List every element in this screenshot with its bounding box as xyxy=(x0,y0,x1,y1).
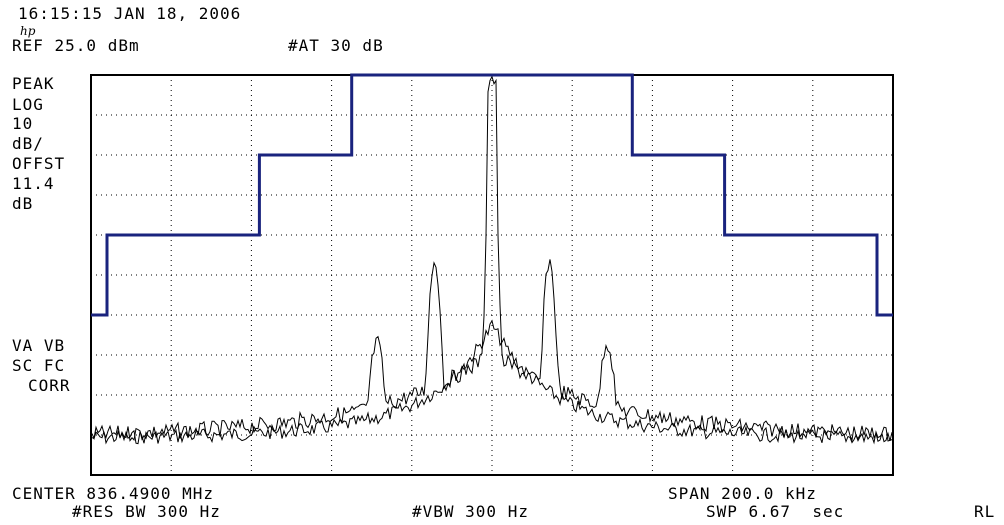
average-trace xyxy=(91,319,893,445)
va-vb-label: VA VB xyxy=(12,336,66,355)
vbw: #VBW 300 Hz xyxy=(412,502,529,521)
ref-level: REF 25.0 dBm xyxy=(12,36,140,55)
offset-value: 11.4 xyxy=(12,174,55,193)
scale-unit: dB/ xyxy=(12,134,44,153)
res-bw: #RES BW 300 Hz xyxy=(72,502,221,521)
scale-value: 10 xyxy=(12,114,34,133)
spectral-mask-line xyxy=(91,73,893,317)
sc-fc-label: SC FC xyxy=(12,356,66,375)
graticule-grid xyxy=(91,75,893,475)
rl-indicator: RL xyxy=(974,502,996,521)
hp-logo: hp xyxy=(20,24,36,38)
offset-unit: dB xyxy=(12,194,34,213)
detector-label: PEAK xyxy=(12,74,55,93)
sweep-time: SWP 6.67 sec xyxy=(706,502,845,521)
timestamp: 16:15:15 JAN 18, 2006 xyxy=(18,4,242,23)
corr-label: CORR xyxy=(28,376,71,395)
max-hold-trace xyxy=(91,75,893,442)
span: SPAN 200.0 kHz xyxy=(668,484,817,503)
scale-type: LOG xyxy=(12,95,44,114)
attenuation: #AT 30 dB xyxy=(288,36,384,55)
offset-label: OFFST xyxy=(12,154,66,173)
center-freq: CENTER 836.4900 MHz xyxy=(12,484,215,503)
